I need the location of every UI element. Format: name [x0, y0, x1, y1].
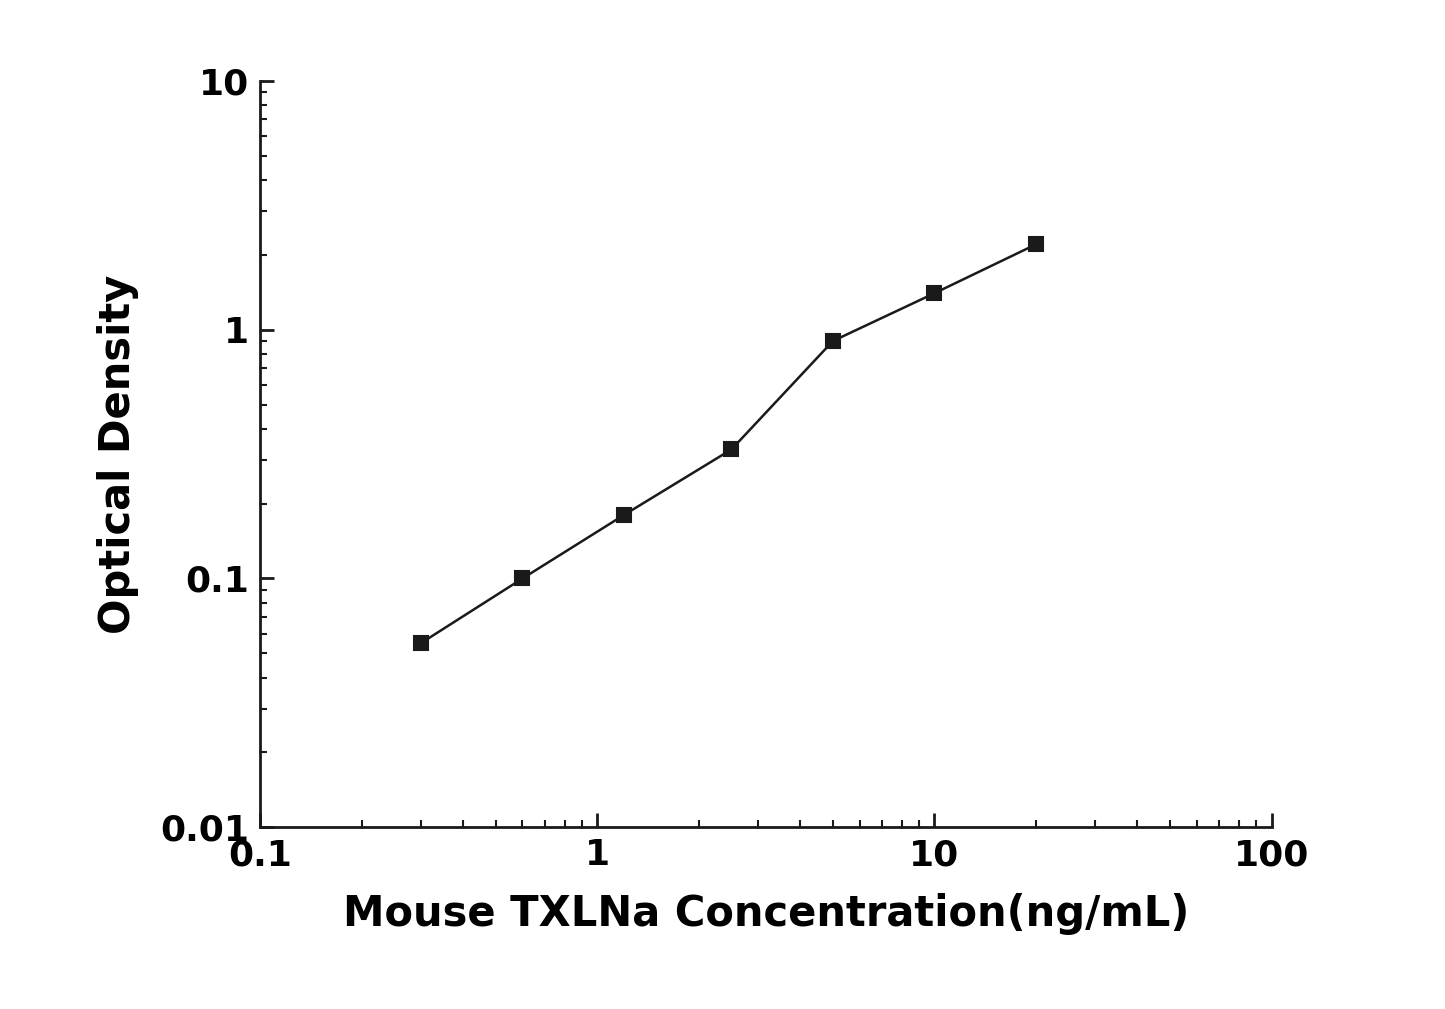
X-axis label: Mouse TXLNa Concentration(ng/mL): Mouse TXLNa Concentration(ng/mL) — [342, 893, 1189, 935]
Y-axis label: Optical Density: Optical Density — [97, 274, 139, 634]
